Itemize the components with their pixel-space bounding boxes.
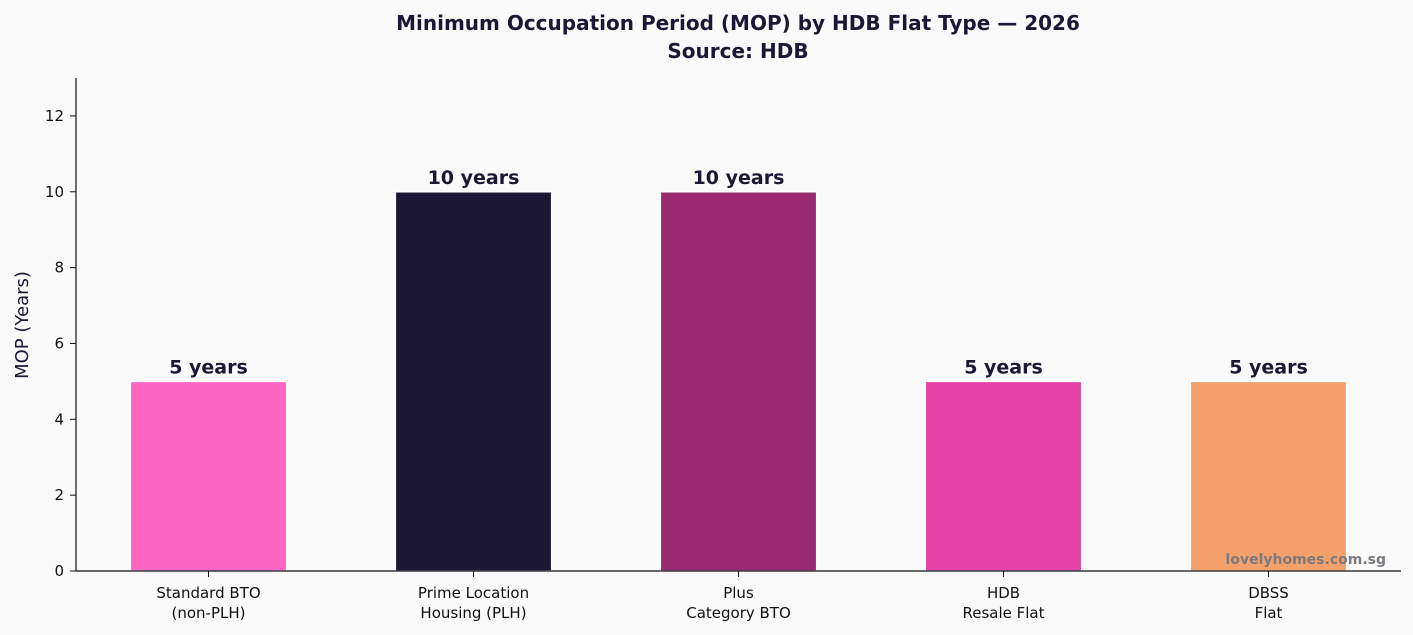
x-axis: Standard BTO (non-PLH) Prime Location Housi… — [76, 570, 1401, 622]
chart-subtitle: Source: HDB — [667, 39, 808, 63]
y-tick-label: 12 — [45, 107, 64, 125]
data-label: 5 years — [1229, 356, 1308, 378]
y-tick-label: 8 — [54, 259, 64, 277]
x-tick-label: (non-PLH) — [172, 604, 246, 622]
x-tick-label: Prime Location — [418, 584, 529, 602]
data-label: 5 years — [169, 356, 248, 378]
y-tick-label: 6 — [54, 334, 64, 352]
bar — [659, 191, 818, 572]
y-tick-label: 10 — [45, 183, 64, 201]
x-tick-label: Standard BTO — [156, 584, 260, 602]
y-axis-label: MOP (Years) — [12, 271, 33, 379]
bar — [1189, 380, 1348, 572]
y-axis: 0 2 4 6 8 10 12 — [45, 78, 77, 580]
x-tick-label: DBSS — [1248, 584, 1289, 602]
bars — [129, 191, 1348, 572]
data-label: 10 years — [693, 167, 785, 189]
y-tick-label: 2 — [54, 486, 64, 504]
chart-title: Minimum Occupation Period (MOP) by HDB F… — [396, 11, 1080, 35]
data-label: 10 years — [428, 167, 520, 189]
bar — [924, 380, 1083, 572]
x-tick-label: Plus — [723, 584, 754, 602]
x-tick-label: Resale Flat — [962, 604, 1044, 622]
bar — [129, 380, 288, 572]
bar — [394, 191, 553, 572]
x-tick-label: Housing (PLH) — [420, 604, 526, 622]
y-tick-label: 4 — [54, 410, 64, 428]
x-tick-label: Flat — [1255, 604, 1283, 622]
x-tick-label: Category BTO — [686, 604, 791, 622]
data-labels: 5 years 10 years 10 years 5 years 5 years — [169, 167, 1308, 379]
data-label: 5 years — [964, 356, 1043, 378]
watermark: lovelyhomes.com.sg — [1226, 552, 1386, 568]
y-tick-label: 0 — [54, 562, 64, 580]
x-tick-label: HDB — [987, 584, 1020, 602]
